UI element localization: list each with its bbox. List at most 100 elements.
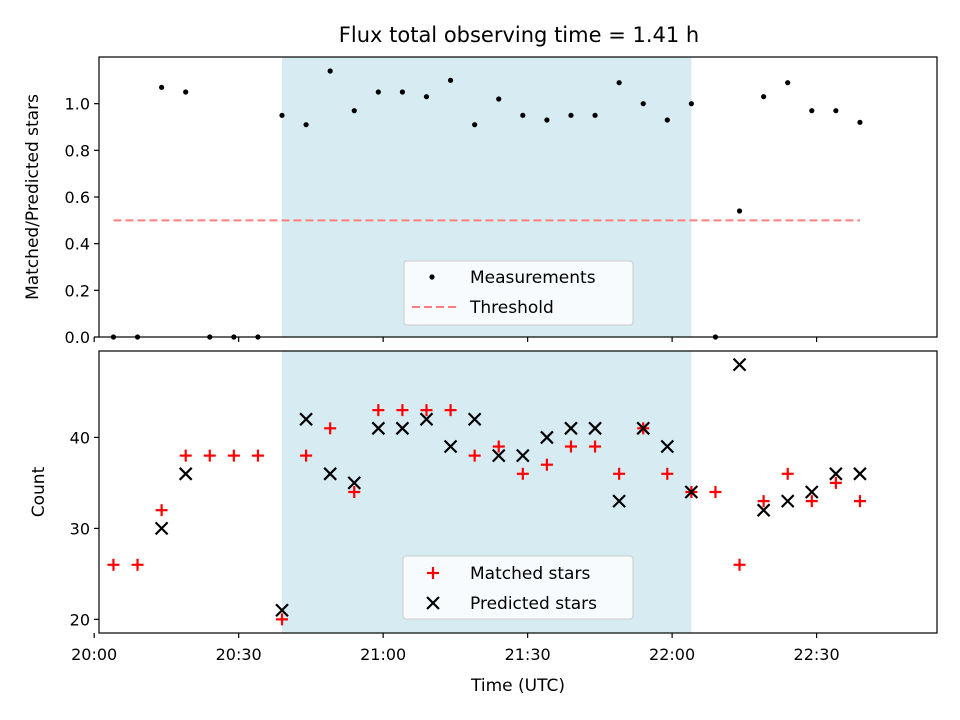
matched-star-point (251, 449, 264, 462)
measurement-point (279, 112, 285, 118)
matched-star-point (468, 449, 481, 462)
measurement-point (423, 94, 430, 100)
matched-star-point (781, 467, 794, 480)
predicted-star-point (805, 485, 819, 499)
count-xtick-label: 22:00 (649, 645, 695, 664)
count-xtick-label: 20:00 (71, 645, 117, 664)
predicted-star-point (443, 439, 458, 454)
predicted-star-point (660, 439, 675, 454)
count-legend-box (402, 555, 634, 620)
ratio-ytick-label: 0.2 (65, 281, 90, 300)
predicted-star-point (299, 412, 313, 427)
matched-star-point (396, 404, 409, 417)
predicted-star-point (371, 421, 386, 436)
ratio-ytick-label: 1.0 (65, 95, 90, 114)
figure-title: Flux total observing time = 1.41 h (339, 23, 699, 47)
matched-star-point (227, 449, 240, 462)
matched-star-point (492, 440, 505, 453)
measurement-point (159, 84, 165, 90)
matched-star-point (709, 486, 722, 498)
measurement-point (447, 77, 454, 83)
predicted-star-point (491, 448, 506, 463)
predicted-star-point (780, 494, 795, 508)
ratio-ytick-label: 0.6 (65, 188, 90, 207)
ratio-ylabel: Matched/Predicted stars (23, 94, 43, 300)
count-panel: 20 30 40 20:00 20:30 21:00 21:30 22:00 22:30 Cou… (29, 350, 938, 696)
matched-star-point (276, 613, 289, 626)
measurement-point (375, 89, 381, 95)
matched-star-point (444, 404, 457, 417)
matched-star-point (733, 558, 746, 571)
measurement-point (809, 108, 815, 114)
measurement-point (183, 89, 189, 95)
ratio-panel: 0.0 0.2 0.4 0.6 0.8 1.0 Matched/Predicted sta… (23, 56, 938, 347)
legend-matched-label: Matched stars (470, 564, 590, 584)
ratio-ytick-label: 0.4 (65, 235, 90, 254)
count-xtick-label: 20:30 (216, 645, 262, 664)
measurement-point (303, 122, 309, 128)
predicted-star-point (636, 421, 650, 436)
measurement-point (761, 94, 767, 100)
matched-star-point (853, 495, 866, 508)
matched-star-point (805, 495, 818, 508)
measurement-point (544, 117, 550, 123)
predicted-star-point (275, 603, 289, 618)
measurement-point (351, 108, 357, 114)
predicted-star-point (347, 476, 362, 490)
count-ytick-label: 30 (70, 519, 90, 538)
predicted-star-point (829, 467, 843, 481)
matched-star-point (107, 558, 120, 571)
matched-star-point (661, 467, 674, 480)
measurement-point (688, 101, 694, 107)
measurement-point (833, 108, 839, 114)
measurement-point (664, 117, 670, 123)
measurement-point (785, 80, 791, 86)
matched-star-point (589, 440, 602, 453)
predicted-star-point (684, 485, 699, 499)
matched-star-point (203, 449, 216, 462)
legend-threshold-label: Threshold (469, 298, 554, 318)
predicted-star-point (395, 421, 410, 436)
matched-star-point (348, 486, 361, 498)
measurement-point (327, 68, 333, 74)
measurement-point (496, 96, 502, 102)
predicted-star-point (564, 421, 578, 436)
matched-star-point (420, 404, 433, 417)
count-panel-frame (98, 350, 938, 634)
legend-predicted-marker (426, 596, 440, 610)
measurement-point (736, 208, 743, 214)
predicted-star-point (853, 467, 867, 481)
count-xtick-label: 22:30 (794, 645, 840, 664)
count-xtick-label: 21:00 (360, 645, 406, 664)
predicted-star-point (154, 521, 169, 536)
predicted-star-point (419, 412, 434, 427)
predicted-star-point (756, 503, 771, 517)
predicted-star-point (540, 430, 554, 445)
matched-star-point (540, 458, 553, 471)
measurement-point (520, 112, 526, 118)
legend-matched-marker (427, 567, 439, 579)
measurement-point (472, 122, 478, 128)
ratio-panel-frame (98, 56, 938, 338)
count-ytick-label: 20 (70, 610, 90, 629)
predicted-star-point (612, 494, 626, 508)
predicted-star-point (323, 467, 337, 481)
legend-measurement-marker (429, 274, 435, 280)
measurement-point (568, 112, 574, 118)
count-legend: Matched stars Predicted stars (402, 555, 634, 620)
legend-measurements-label: Measurements (470, 268, 596, 288)
matched-star-point (324, 422, 337, 435)
matched-star-point (613, 467, 626, 480)
measurement-point (640, 101, 646, 107)
matched-star-point (516, 467, 529, 480)
matched-star-point (829, 476, 842, 489)
measurement-point (592, 112, 598, 118)
measurement-point (616, 80, 622, 86)
legend-predicted-label: Predicted stars (470, 594, 597, 614)
matched-star-point (300, 449, 313, 462)
count-ylabel: Count (29, 466, 49, 517)
matched-star-point (757, 495, 770, 508)
ratio-ytick-label: 0.8 (65, 141, 90, 160)
matched-star-point (564, 440, 577, 453)
